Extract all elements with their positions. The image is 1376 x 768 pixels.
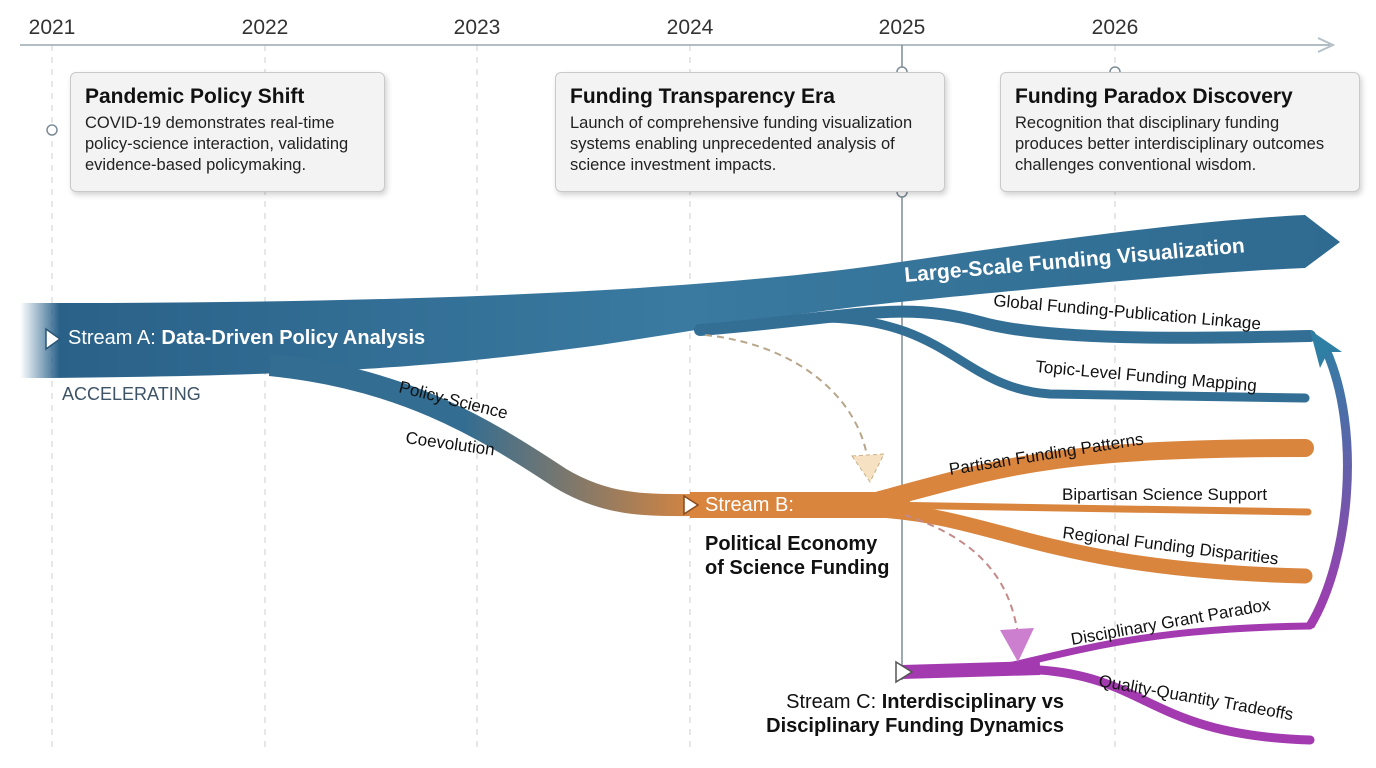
stream-c-name-line2: Disciplinary Funding Dynamics [766, 715, 1064, 737]
year-2024: 2024 [667, 16, 714, 39]
milestone-card-pandemic: Pandemic Policy Shift COVID-19 demonstra… [70, 72, 385, 192]
card-body: Recognition that disciplinary funding pr… [1015, 114, 1325, 174]
stream-a-prefix: Stream A: [68, 327, 162, 349]
branch-bipartisan [876, 501, 1312, 516]
milestone-dot-2021 [46, 124, 58, 136]
stream-a-status: ACCELERATING [62, 384, 201, 404]
stream-b-name-line1: Political Economy [705, 533, 878, 555]
branch-label-bipartisan: Bipartisan Science Support [1062, 485, 1267, 504]
card-body: Launch of comprehensive funding visualiz… [570, 114, 913, 174]
branch-label-quality-quantity: Quality-Quantity Tradeoffs [1097, 671, 1294, 724]
stream-a-band [20, 215, 1340, 378]
axis-arrow-icon [1317, 37, 1336, 53]
card-title: Pandemic Policy Shift [85, 85, 305, 108]
year-2026: 2026 [1092, 16, 1139, 39]
dashed-arrow-b-to-c [904, 514, 1019, 636]
branch-disciplinary-paradox [996, 622, 1314, 672]
card-body: COVID-19 demonstrates real-time policy-s… [85, 114, 349, 174]
stream-b-prefix: Stream B: [705, 494, 794, 516]
stream-c-label: Stream C: Interdisciplinary vs Disciplin… [766, 690, 1064, 738]
feedback-arrow [1306, 348, 1352, 629]
milestone-card-paradox: Funding Paradox Discovery Recognition th… [1000, 72, 1360, 192]
year-2021: 2021 [29, 16, 76, 39]
card-title: Funding Transparency Era [570, 85, 835, 108]
branch-label-topic-mapping: Topic-Level Funding Mapping [1035, 357, 1258, 395]
stream-b-name-line2: of Science Funding [705, 557, 890, 579]
dashed-arrowhead-b-to-c-icon [1000, 628, 1034, 662]
branch-regional [872, 502, 1313, 584]
milestone-card-transparency: Funding Transparency Era Launch of compr… [555, 72, 945, 192]
stream-a-label: Stream A: Data-Driven Policy Analysis [68, 327, 425, 350]
stream-c-prefix: Stream C: [786, 691, 882, 713]
branch-quality-quantity [1035, 665, 1315, 745]
stream-b-name: Political Economy of Science Funding [705, 532, 889, 580]
stream-a-name: Data-Driven Policy Analysis [161, 327, 426, 349]
branch-label-disciplinary-paradox: Disciplinary Grant Paradox [1069, 595, 1272, 649]
stream-b-marker-icon [683, 494, 700, 516]
year-2023: 2023 [454, 16, 501, 39]
stream-c-band [901, 661, 1041, 679]
stream-c-name-line1: Interdisciplinary vs [881, 691, 1064, 713]
card-title: Funding Paradox Discovery [1015, 85, 1293, 108]
link-policy-science-coevolution [268, 354, 711, 517]
stream-c-marker-icon [895, 660, 914, 684]
branch-partisan [871, 439, 1314, 509]
stream-a-marker-icon [45, 327, 62, 351]
year-2022: 2022 [242, 16, 289, 39]
year-2025: 2025 [879, 16, 926, 39]
dashed-arrowhead-a-to-b-icon [851, 453, 885, 483]
feedback-arrowhead-icon [1310, 330, 1342, 368]
branch-topic-mapping [815, 313, 1310, 403]
dashed-arrow-a-to-b [704, 334, 869, 463]
